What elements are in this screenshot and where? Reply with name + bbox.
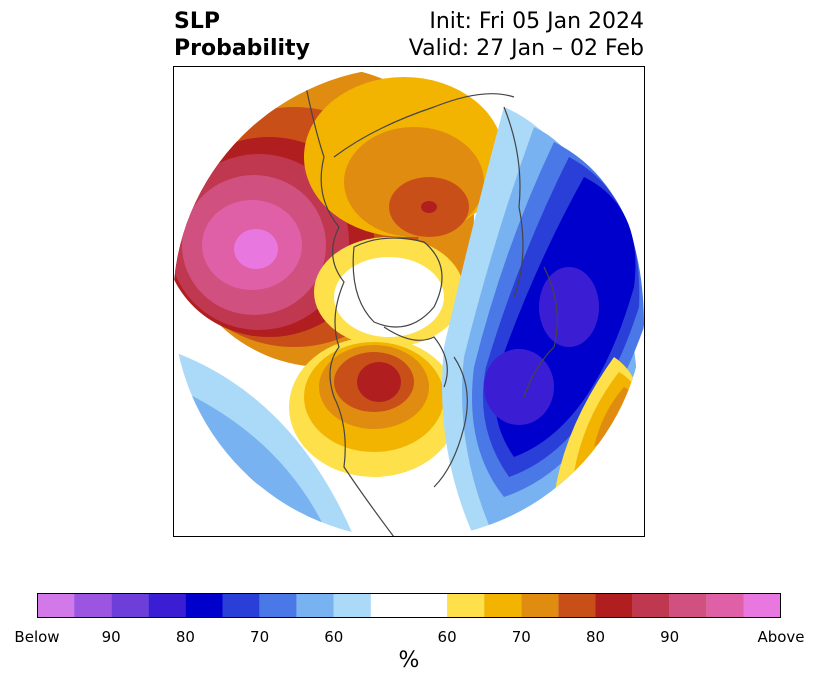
colorbar-tick-label: 80	[175, 628, 195, 646]
colorbar-swatch	[222, 593, 260, 618]
colorbar-swatch	[447, 593, 485, 618]
colorbar-border	[37, 593, 781, 618]
title-field: SLP	[174, 9, 220, 34]
colorbar-swatch	[148, 593, 186, 618]
colorbar-tick-label: 70	[511, 628, 531, 646]
colorbar-swatch	[521, 593, 559, 618]
colorbar-tick-label: 60	[324, 628, 344, 646]
valid-range: Valid: 27 Jan – 02 Feb	[408, 36, 644, 61]
north-america-above-anomaly	[289, 337, 459, 477]
colorbar-swatch	[74, 593, 112, 618]
colorbar-swatch	[111, 593, 149, 618]
colorbar-swatch	[669, 593, 707, 618]
colorbar-tick-label: Below	[14, 628, 60, 646]
arctic-near-normal	[314, 237, 464, 347]
colorbar	[37, 593, 781, 618]
colorbar-swatch	[185, 593, 223, 618]
colorbar-swatch	[632, 593, 670, 618]
colorbar-swatch	[706, 593, 744, 618]
siberia-above-anomaly	[304, 77, 504, 237]
colorbar-swatch	[370, 593, 448, 618]
coastlines	[303, 76, 558, 536]
init-date: Init: Fri 05 Jan 2024	[429, 9, 644, 34]
colorbar-tick-label: 80	[585, 628, 606, 646]
title-subfield: Probability	[174, 36, 310, 61]
colorbar-swatch	[558, 593, 596, 618]
colorbar-swatch	[333, 593, 371, 618]
colorbar-swatch	[259, 593, 297, 618]
colorbar-swatch	[37, 593, 75, 618]
map-svg	[174, 67, 644, 536]
colorbar-swatch	[743, 593, 781, 618]
colorbar-unit: %	[398, 648, 420, 673]
colorbar-tick-label: Above	[757, 628, 805, 646]
map-panel	[173, 66, 645, 537]
colorbar-tick-label: 90	[660, 628, 680, 646]
colorbar-tick-label: 90	[101, 628, 121, 646]
colorbar-swatch	[595, 593, 633, 618]
globe	[174, 67, 644, 536]
title-right: Init: Fri 05 Jan 2024 Valid: 27 Jan – 02…	[409, 8, 644, 62]
colorbar-tick-label: 70	[250, 628, 270, 646]
title-left: SLP Probability	[174, 8, 310, 62]
colorbar-tick-label: 60	[437, 628, 457, 646]
colorbar-swatch	[296, 593, 334, 618]
colorbar-swatch	[484, 593, 522, 618]
